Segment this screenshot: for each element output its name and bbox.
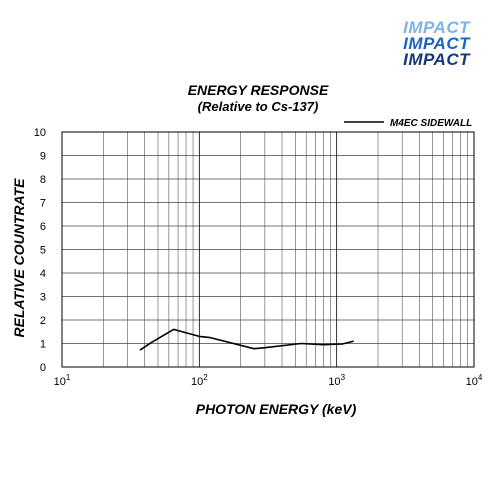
plot-frame	[61, 131, 475, 368]
legend-label-m4ec-sidewall: M4EC SIDEWALL	[390, 118, 472, 129]
series-line-m4ec-sidewall	[139, 328, 354, 351]
x-tick-label: 103	[328, 373, 345, 388]
impact-logo: IMPACT IMPACT IMPACT	[380, 18, 470, 69]
x-tick-label: 102	[191, 373, 208, 388]
x-tick-label: 101	[54, 373, 71, 388]
y-tick-label: 6	[40, 221, 46, 233]
chart-subtitle: (Relative to Cs-137)	[198, 99, 319, 114]
logo-line-2: IMPACT	[403, 34, 470, 53]
y-tick-label: 8	[40, 174, 46, 186]
y-tick-label: 0	[40, 362, 46, 374]
logo-line-1: IMPACT	[403, 18, 470, 37]
y-axis-label: RELATIVE COUNTRATE	[11, 178, 27, 338]
y-tick-labels: 0 1 2 3 4 5 6 7 8 9 10	[34, 127, 46, 374]
y-tick-label: 5	[40, 245, 46, 257]
grid-minor	[62, 131, 474, 368]
y-tick-label: 9	[40, 151, 46, 163]
x-tick-labels: 101 102 103 104	[54, 373, 483, 388]
x-tick-label: 104	[466, 373, 483, 388]
chart-title: ENERGY RESPONSE	[188, 82, 329, 98]
y-tick-label: 4	[40, 268, 46, 280]
y-tick-label: 7	[40, 198, 46, 210]
y-tick-label: 3	[40, 292, 46, 304]
y-tick-label: 10	[34, 127, 46, 139]
logo-line-3: IMPACT	[403, 50, 470, 69]
y-tick-label: 1	[40, 339, 46, 351]
x-axis-label: PHOTON ENERGY (keV)	[196, 401, 357, 417]
legend: M4EC SIDEWALL	[344, 118, 472, 129]
y-tick-label: 2	[40, 315, 46, 327]
series-layer	[139, 328, 354, 351]
